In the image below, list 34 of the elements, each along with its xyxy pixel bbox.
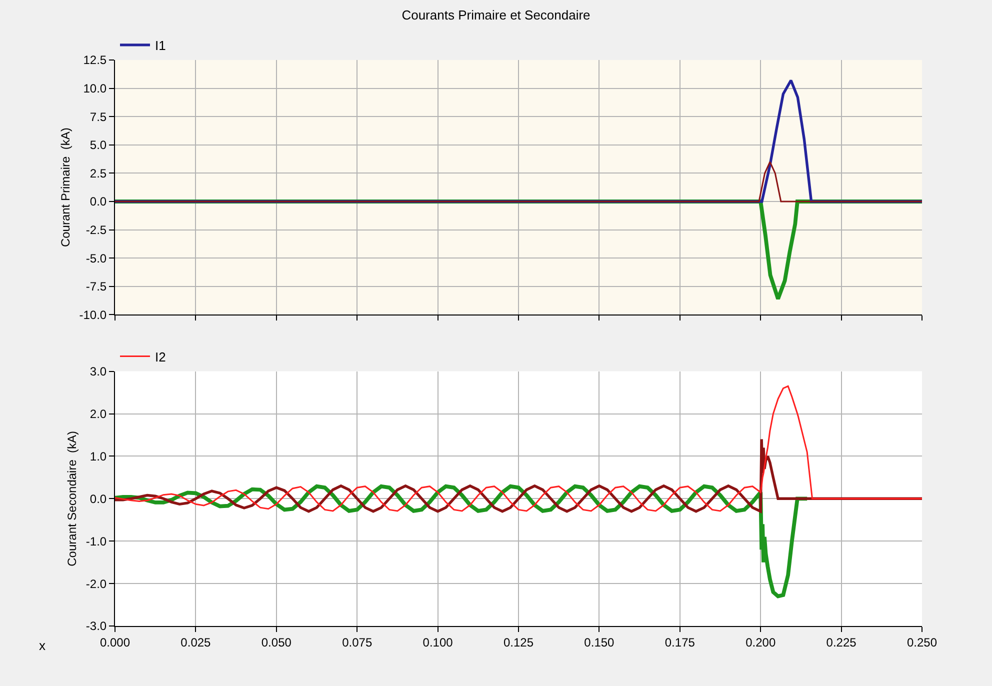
y-tick-label: -3.0	[86, 619, 107, 634]
y-tick-label: -2.0	[86, 576, 107, 591]
y-tick-label: -2.5	[86, 223, 107, 237]
y-tick-label: -10.0	[79, 308, 107, 322]
x-axis-title: x	[39, 638, 46, 653]
chart-title: Courants Primaire et Secondaire	[402, 7, 590, 22]
x-tick-label: 0.000	[100, 635, 130, 650]
y-tick-label: 0.0	[90, 492, 107, 506]
x-tick-label: 0.225	[826, 635, 857, 650]
legend-label: I2	[155, 349, 166, 364]
y-tick-label: 2.5	[90, 166, 107, 180]
y-tick-label: 5.0	[90, 138, 107, 152]
x-tick-label: 0.250	[906, 635, 938, 650]
x-tick-label: 0.100	[422, 635, 454, 650]
y-axis-title: Courant Primaire (kA)	[58, 128, 73, 248]
y-tick-label: 7.5	[90, 110, 107, 124]
y-axis-title: Courant Secondaire (kA)	[65, 430, 80, 566]
x-tick-label: 0.050	[261, 635, 292, 650]
y-tick-label: 2.0	[90, 406, 107, 421]
x-tick-label: 0.150	[584, 635, 615, 650]
y-tick-label: 1.0	[90, 449, 107, 464]
y-tick-label: -1.0	[86, 534, 107, 548]
y-tick-label: 10.0	[83, 82, 107, 96]
y-tick-label: 3.0	[90, 364, 107, 378]
legend-label: I1	[155, 38, 166, 54]
x-tick-label: 0.075	[342, 635, 372, 650]
x-tick-label: 0.125	[503, 635, 534, 650]
x-tick-label: 0.200	[746, 635, 776, 650]
y-tick-label: -5.0	[86, 251, 107, 266]
y-tick-label: 12.5	[83, 53, 107, 68]
y-tick-label: 0.0	[90, 194, 107, 209]
x-tick-label: 0.175	[664, 635, 696, 650]
x-tick-label: 0.025	[180, 635, 212, 650]
y-tick-label: -7.5	[86, 280, 107, 294]
